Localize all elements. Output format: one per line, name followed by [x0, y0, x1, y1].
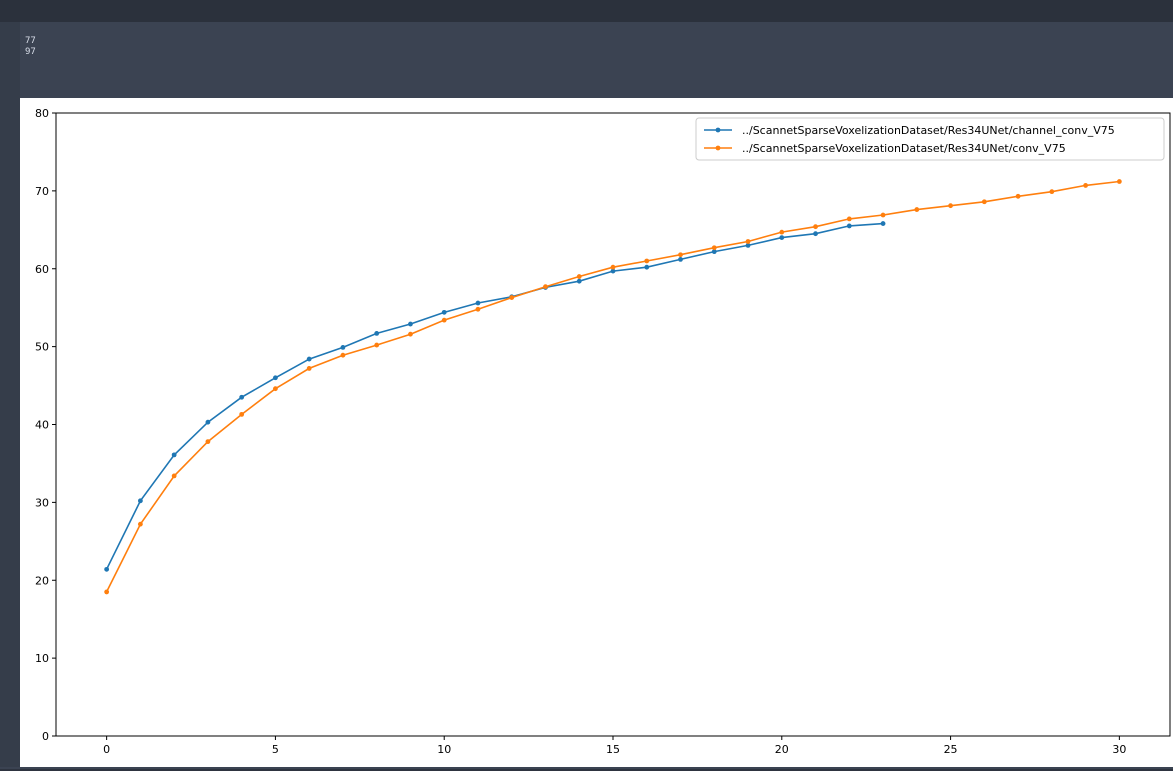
- data-point-series-2: [813, 224, 818, 230]
- x-tick-label: 10: [437, 743, 451, 756]
- line-chart: 0 5 10 15 20 25 30 0 10 20 30 40 50 60 70 80 ../ScannetS…: [35, 107, 1171, 756]
- data-point-series-1: [846, 223, 852, 229]
- series-line-1: [105, 222, 884, 570]
- data-point-series-2: [543, 284, 548, 290]
- output-line: 97: [25, 47, 36, 57]
- output-line: 77: [25, 36, 36, 46]
- data-point-series-1: [171, 452, 177, 458]
- cell-gutter: [0, 22, 20, 769]
- output-text: 77 97: [25, 36, 36, 58]
- data-point-series-2: [914, 207, 920, 212]
- x-tick-label: 20: [775, 743, 789, 756]
- y-tick-label: 60: [35, 263, 49, 276]
- plot-frame: [55, 112, 1171, 737]
- x-tick-label: 5: [272, 743, 279, 756]
- data-point-series-1: [576, 278, 582, 284]
- data-point-series-1: [779, 235, 785, 241]
- y-tick-label: 30: [35, 496, 49, 509]
- data-point-series-2: [779, 229, 785, 235]
- data-point-series-2: [948, 203, 953, 209]
- data-point-series-1: [644, 264, 650, 270]
- data-point-series-1: [880, 221, 886, 226]
- y-tick-label: 20: [35, 574, 49, 587]
- data-point-series-1: [678, 257, 683, 262]
- data-point-series-2: [441, 317, 447, 323]
- x-tick-label: 30: [1112, 743, 1126, 756]
- data-point-series-2: [846, 216, 852, 222]
- data-point-series-1: [610, 268, 616, 274]
- x-tick-label: 0: [103, 743, 110, 756]
- data-point-series-2: [408, 331, 413, 337]
- data-point-series-2: [239, 411, 245, 417]
- y-tick-label: 10: [35, 652, 49, 665]
- bottom-border: [0, 767, 1173, 769]
- y-tick-label: 0: [42, 730, 49, 743]
- data-point-series-1: [340, 345, 346, 350]
- data-point-series-2: [678, 252, 683, 258]
- legend-label-2: ../ScannetSparseVoxelizationDataset/Res3…: [742, 142, 1066, 155]
- top-bar: [0, 0, 1173, 22]
- data-point-series-1: [374, 330, 380, 336]
- x-tick-label: 15: [606, 743, 620, 756]
- data-point-series-1: [711, 249, 717, 255]
- data-point-series-2: [1116, 179, 1122, 184]
- plot-figure: 0 5 10 15 20 25 30 0 10 20 30 40 50 60 70 80 ../ScannetS…: [20, 98, 1173, 767]
- y-tick-label: 70: [35, 185, 49, 198]
- data-point-series-2: [1083, 183, 1089, 188]
- data-point-series-2: [711, 245, 717, 251]
- data-point-series-2: [340, 352, 346, 358]
- data-point-series-1: [813, 231, 818, 237]
- data-point-series-2: [273, 386, 278, 392]
- data-point-series-2: [981, 199, 987, 205]
- data-point-series-2: [880, 212, 886, 218]
- data-point-series-1: [205, 419, 211, 425]
- data-point-series-1: [441, 309, 447, 315]
- data-point-series-2: [104, 589, 110, 595]
- data-point-series-2: [475, 306, 481, 312]
- data-point-series-2: [1049, 189, 1055, 195]
- data-point-series-2: [576, 274, 582, 279]
- data-point-series-2: [644, 258, 650, 264]
- legend-marker-1: [715, 127, 721, 133]
- legend-label-1: ../ScannetSparseVoxelizationDataset/Res3…: [742, 124, 1115, 137]
- data-point-series-1: [137, 498, 143, 504]
- y-tick-label: 80: [35, 107, 49, 120]
- data-point-series-2: [745, 239, 751, 244]
- data-point-series-1: [273, 375, 278, 381]
- x-tick-label: 25: [944, 743, 958, 756]
- data-point-series-2: [171, 473, 177, 479]
- data-point-series-2: [509, 295, 515, 300]
- data-point-series-2: [1015, 193, 1021, 199]
- data-point-series-1: [104, 566, 110, 572]
- y-tick-label: 50: [35, 341, 49, 354]
- legend-marker-2: [715, 145, 721, 151]
- y-tick-label: 40: [35, 419, 49, 432]
- data-point-series-1: [408, 321, 413, 327]
- legend-box: [695, 117, 1165, 161]
- data-point-series-1: [745, 242, 751, 248]
- data-point-series-2: [205, 439, 211, 445]
- data-point-series-2: [374, 342, 380, 348]
- data-point-series-2: [610, 264, 616, 270]
- data-point-series-1: [239, 394, 245, 400]
- data-point-series-1: [306, 356, 312, 362]
- data-point-series-1: [475, 300, 481, 306]
- data-point-series-2: [306, 366, 312, 371]
- data-point-series-2: [137, 521, 143, 527]
